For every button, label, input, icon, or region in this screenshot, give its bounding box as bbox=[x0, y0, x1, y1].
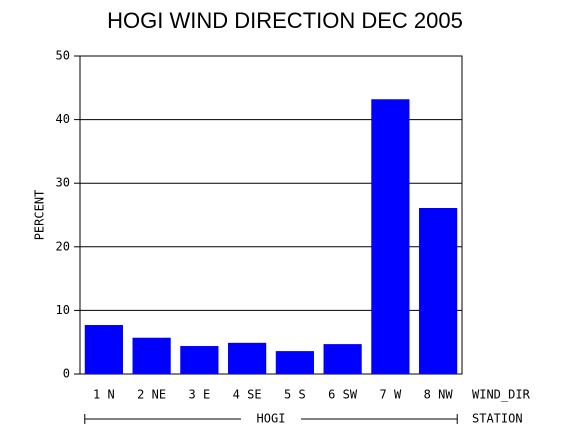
plot-frame bbox=[79, 55, 463, 375]
group-label: HOGI bbox=[257, 412, 286, 426]
x-tick-label: 2 NE bbox=[137, 388, 166, 402]
x-tick-label: 4 SE bbox=[233, 388, 262, 402]
bar bbox=[132, 337, 171, 374]
bar bbox=[371, 99, 410, 375]
x-tick-label: 3 E bbox=[189, 388, 211, 402]
bar bbox=[84, 325, 123, 374]
x-tick-label: 1 N bbox=[93, 388, 115, 402]
bar bbox=[180, 346, 219, 374]
x-axis-label: WIND_DIR bbox=[472, 388, 531, 402]
y-tick-label: 40 bbox=[56, 112, 70, 126]
bar bbox=[275, 351, 314, 374]
y-tick-label: 10 bbox=[56, 303, 70, 317]
y-tick-label: 50 bbox=[56, 49, 70, 63]
x-tick-label: 8 NW bbox=[424, 388, 454, 402]
bar bbox=[419, 208, 458, 374]
bar bbox=[323, 344, 362, 374]
x-tick-label: 6 SW bbox=[328, 388, 358, 402]
y-tick-label: 30 bbox=[56, 176, 70, 190]
x-tick-label: 7 W bbox=[380, 388, 402, 402]
bar bbox=[228, 342, 267, 374]
x-tick-label: 5 S bbox=[284, 388, 306, 402]
y-tick-label: 0 bbox=[63, 367, 70, 381]
y-tick-label: 20 bbox=[56, 239, 70, 253]
y-axis-label: PERCENT bbox=[33, 190, 47, 241]
station-axis-label: STATION bbox=[472, 412, 523, 426]
chart-title: HOGI WIND DIRECTION DEC 2005 bbox=[107, 8, 463, 33]
